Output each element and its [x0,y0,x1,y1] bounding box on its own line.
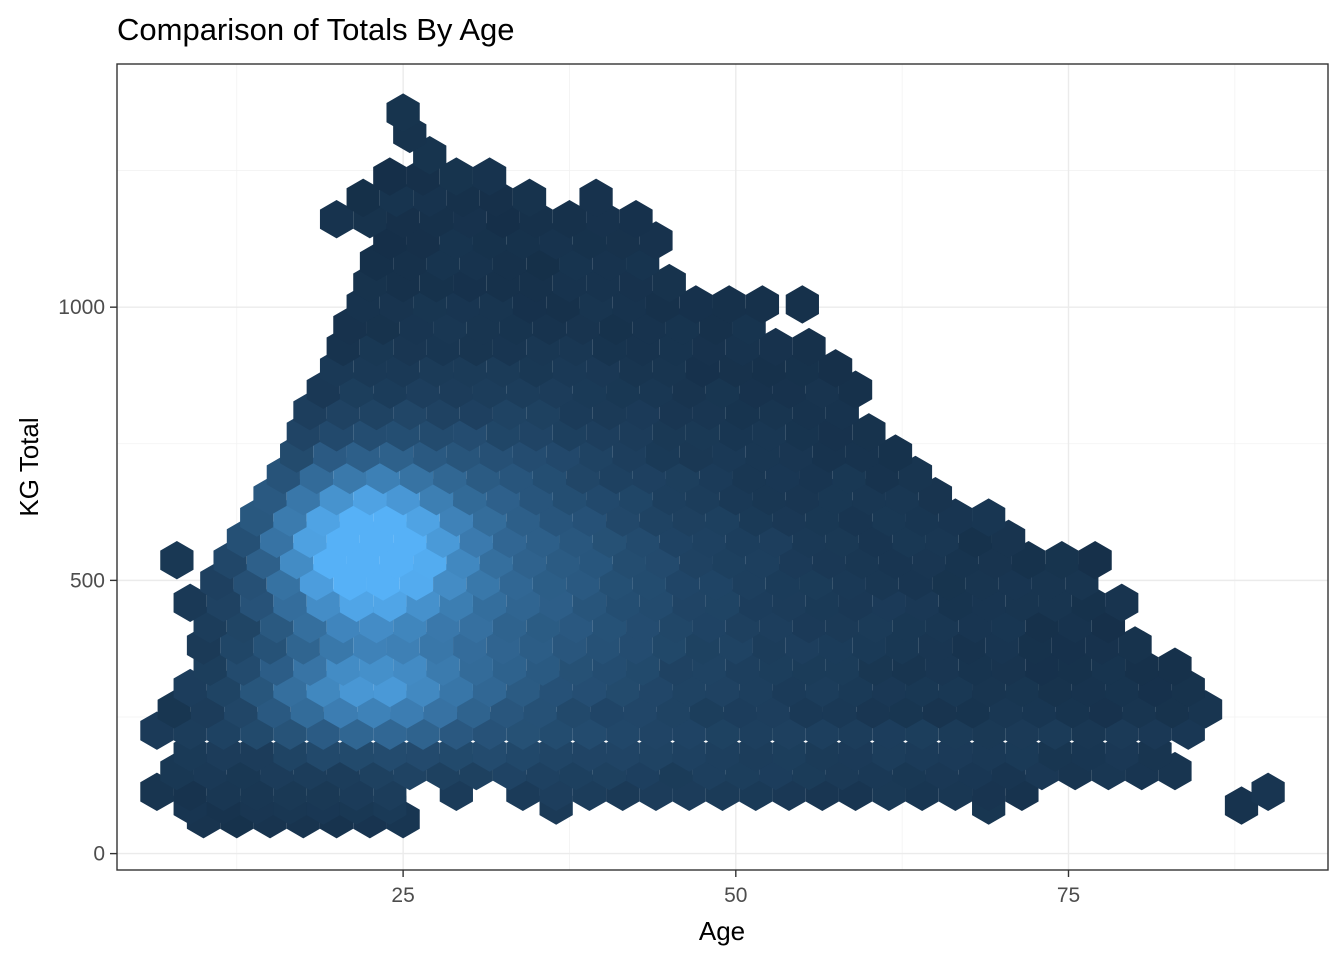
hex-cell [386,93,420,132]
hex-cell [712,285,746,324]
hex-cell [852,413,886,452]
hex-cell [1105,583,1139,622]
hex-cell [619,199,653,239]
hex-cell [346,178,380,218]
hex-cell [1078,540,1112,580]
axis-ticks: 25 50 75 0 500 1000 [58,296,1080,907]
hex-cell [472,157,507,196]
y-tick-label: 500 [70,569,105,592]
hex-cell [552,199,587,239]
x-tick-label: 50 [724,884,747,907]
x-axis-title: Age [699,916,745,946]
hexbin-cells [140,93,1285,839]
hex-cell [439,157,473,196]
hex-cell [173,583,207,622]
hex-cell [1251,772,1285,812]
hex-cell [785,285,819,324]
hex-cell [878,434,913,473]
hex-cell [972,498,1006,537]
hex-cell [1224,786,1259,825]
hex-cell [745,285,780,324]
hex-cell [652,263,686,303]
hex-cell [160,540,194,580]
hex-cell [792,327,826,367]
x-tick-label: 75 [1057,884,1080,907]
hex-cell [512,178,547,218]
hex-cell [319,199,354,239]
y-tick-label: 1000 [58,296,105,319]
hex-cell [1158,647,1192,686]
hex-cell [759,327,793,367]
chart-title: Comparison of Totals By Age [117,12,514,47]
hex-cell [679,285,713,324]
hex-cell [818,349,853,388]
y-axis-title: KG Total [14,417,44,516]
hex-cell [1045,540,1079,580]
plot-panel-border [116,63,1329,871]
hex-cell [373,157,407,196]
x-tick-label: 25 [391,884,414,907]
hex-cell [579,178,613,218]
y-tick-label: 0 [93,843,105,866]
hex-cell [1118,626,1152,665]
